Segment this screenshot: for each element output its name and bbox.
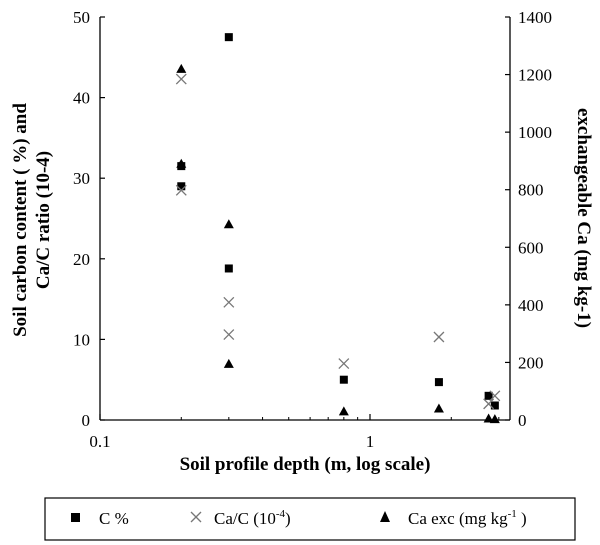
left-y-tick-label-10: 10 — [73, 330, 90, 349]
c-percent-point — [434, 378, 443, 387]
ca-exc-point — [483, 413, 494, 423]
ca-c-ratio-point — [489, 390, 501, 402]
ca-c-ratio-point — [483, 398, 495, 410]
c-percent-point — [224, 33, 233, 42]
right-y-tick-label-1000: 1000 — [518, 123, 552, 142]
left-y-tick-label-0: 0 — [82, 411, 91, 430]
legend-square-marker — [71, 513, 80, 522]
ca-exc-point — [223, 358, 234, 368]
ca-c-ratio-point — [338, 358, 350, 370]
ca-c-ratio-point — [175, 184, 187, 196]
ca-exc-point — [223, 219, 234, 229]
legend-box — [44, 497, 576, 541]
legend-label-ca-c-ratio: Ca/C (10-4) — [214, 508, 291, 528]
ca-c-ratio-point — [175, 73, 187, 85]
legend-label-ca-exc: Ca exc (mg kg-1 ) — [408, 508, 527, 528]
left-y-tick-label-50: 50 — [73, 8, 90, 27]
ca-exc-point — [489, 414, 500, 424]
c-percent-point — [484, 391, 493, 400]
right-y-tick-label-800: 800 — [518, 181, 544, 200]
plot-frame — [99, 17, 511, 421]
right-y-tick-label-600: 600 — [518, 238, 544, 257]
ca-c-ratio-point — [433, 331, 445, 343]
right-y-tick-label-1400: 1400 — [518, 8, 552, 27]
left-y-axis-title-line1: Soil carbon content ( %) and — [10, 103, 31, 337]
ca-exc-point — [176, 63, 187, 73]
legend-triangle-marker — [380, 511, 390, 522]
legend: C % Ca/C (10-4) Ca exc (mg kg-1 ) — [44, 497, 576, 541]
right-y-tick-label-0: 0 — [518, 411, 527, 430]
right-y-tick-label-400: 400 — [518, 296, 544, 315]
ca-exc-point — [338, 406, 349, 416]
right-y-axis-title: exchangeable Ca (mg kg-1) — [573, 108, 594, 328]
x-tick-label-1: 1 — [366, 432, 375, 451]
left-y-tick-label-30: 30 — [73, 169, 90, 188]
right-y-tick-label-1200: 1200 — [518, 66, 552, 85]
c-percent-point — [177, 182, 186, 191]
ca-exc-point — [433, 403, 444, 413]
left-y-tick-label-40: 40 — [73, 89, 90, 108]
c-percent-point — [339, 375, 348, 384]
ca-c-ratio-point — [223, 329, 235, 341]
x-tick-label-0: 0.1 — [89, 432, 110, 451]
left-y-tick-label-20: 20 — [73, 250, 90, 269]
legend-cross-marker — [190, 511, 202, 523]
ca-c-ratio-point — [223, 296, 235, 308]
left-y-axis-title-line2: Ca/C ratio (10-4) — [33, 151, 54, 289]
x-axis-title: Soil profile depth (m, log scale) — [180, 454, 431, 475]
right-y-tick-label-200: 200 — [518, 353, 544, 372]
legend-label-c-percent: C % — [99, 509, 129, 528]
c-percent-point — [224, 264, 233, 273]
c-percent-point — [490, 401, 499, 410]
ca-exc-point — [176, 158, 187, 168]
data-marks-layer — [175, 33, 501, 424]
ticks-layer: 0 10 20 30 40 50 0 200 400 600 800 1000 1200 1400 0.1 1 — [73, 8, 552, 451]
